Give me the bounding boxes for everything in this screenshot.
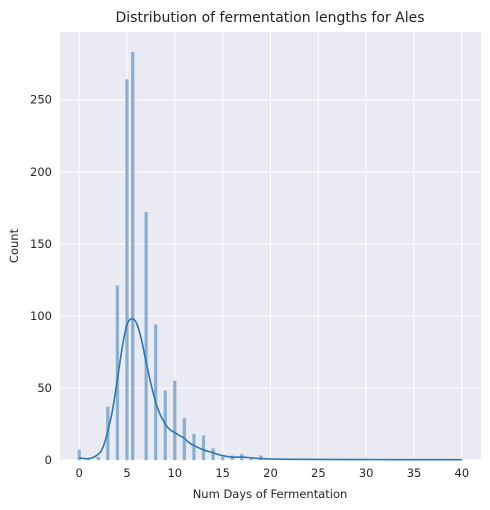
histogram-bar xyxy=(220,456,225,461)
y-axis-label: Count xyxy=(7,228,21,263)
x-tick-label: 25 xyxy=(311,466,326,480)
histogram-bar xyxy=(131,51,135,461)
histogram-bar xyxy=(211,448,215,461)
kde-line xyxy=(78,317,462,461)
histogram-bar xyxy=(249,458,254,461)
kde-curve xyxy=(78,317,462,461)
x-tick-label: 10 xyxy=(167,466,182,480)
y-tick-label: 200 xyxy=(30,165,52,179)
y-tick-label: 0 xyxy=(45,453,52,467)
histogram-bar xyxy=(201,435,206,461)
y-tick-label: 50 xyxy=(37,381,52,395)
histogram-bar xyxy=(173,380,177,461)
x-axis-label: Num Days of Fermentation xyxy=(193,487,348,501)
x-tick-label: 20 xyxy=(263,466,278,480)
y-tick-label: 150 xyxy=(30,237,52,251)
x-tick-label: 15 xyxy=(215,466,230,480)
histogram-bar xyxy=(96,456,100,461)
histogram-bar xyxy=(144,211,148,461)
histogram-bar xyxy=(192,433,196,461)
y-tick-labels: 0 50 100 150 200 250 xyxy=(30,93,52,467)
histogram-bar xyxy=(125,79,129,461)
histogram-bar xyxy=(153,324,158,461)
x-tick-label: 30 xyxy=(359,466,374,480)
x-tick-label: 0 xyxy=(75,466,82,480)
chart-title: Distribution of fermentation lengths for… xyxy=(115,10,424,26)
x-tick-labels: 0 5 10 15 20 25 30 35 40 xyxy=(75,466,469,480)
histogram-bar xyxy=(77,449,81,461)
x-tick-label: 5 xyxy=(123,466,130,480)
x-tick-label: 40 xyxy=(455,466,470,480)
y-tick-label: 100 xyxy=(30,309,52,323)
y-tick-label: 250 xyxy=(30,93,52,107)
x-tick-label: 35 xyxy=(407,466,422,480)
